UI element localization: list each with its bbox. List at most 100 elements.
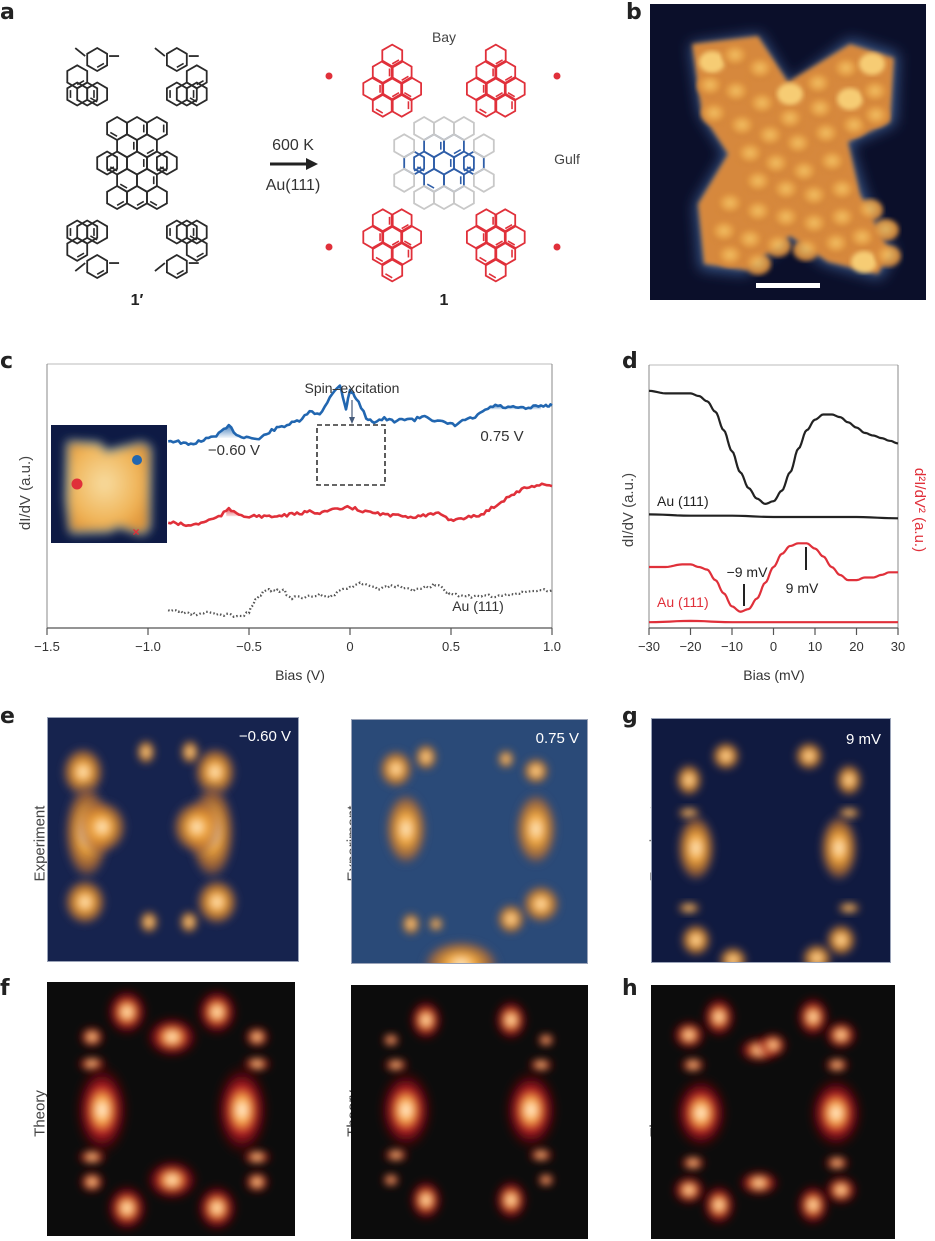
x-tick-label: −1.0	[135, 639, 161, 654]
ring	[185, 236, 208, 262]
map-border	[651, 718, 891, 963]
density-lobe	[428, 916, 444, 932]
density-lobe	[401, 912, 421, 936]
series-line-d2i-dv2	[649, 542, 898, 613]
panel-label-g: g	[622, 704, 638, 729]
molecule-lobe	[745, 201, 771, 223]
molecule-lobe	[763, 153, 789, 175]
x-tick-label: −10	[721, 639, 743, 654]
molecule-lobe	[777, 83, 803, 105]
ring	[393, 133, 416, 159]
reaction-arrow-head	[306, 158, 318, 170]
panel-label-h: h	[622, 976, 638, 1001]
molecule-lobe	[729, 115, 755, 137]
ring	[400, 76, 423, 102]
density-lobe	[680, 923, 712, 957]
ring	[86, 46, 108, 73]
density-lobe	[243, 1025, 271, 1049]
au-label-red: Au (111)	[657, 594, 709, 610]
row-label-theory-f: Theory	[31, 1090, 49, 1137]
product-molecule	[362, 43, 526, 283]
theory-map-f2	[351, 985, 588, 1239]
molecule-lobe	[773, 179, 799, 201]
ring	[146, 115, 168, 142]
molecule-lobe	[829, 207, 855, 229]
red-site-marker	[71, 478, 83, 490]
density-lobe	[671, 1174, 707, 1206]
molecule-lobe	[823, 233, 849, 255]
ring	[381, 224, 404, 250]
ring	[66, 64, 89, 90]
density-lobe	[493, 1178, 529, 1222]
ring	[390, 92, 413, 118]
density-lobe	[823, 1174, 859, 1206]
ring	[433, 115, 455, 142]
x-axis-label-c: Bias (V)	[275, 667, 325, 683]
au-site-marker: ×	[132, 525, 139, 539]
density-lobe	[421, 939, 501, 964]
series-line-au-111-	[167, 581, 553, 618]
ring	[381, 257, 404, 283]
ring	[66, 219, 89, 245]
ring	[106, 115, 128, 142]
molecule-lobe	[819, 151, 845, 173]
density-lobe	[414, 743, 438, 771]
row-label-experiment-e: Experiment	[31, 805, 49, 882]
density-lobe	[522, 757, 550, 785]
density-lobe	[795, 1183, 831, 1227]
density-lobe	[136, 739, 156, 765]
density-lobe	[179, 910, 199, 934]
molecule-lobe	[863, 105, 889, 127]
dIdV-map-9mV: 9 mV	[651, 718, 891, 963]
ring	[453, 115, 475, 142]
panel-label-f: f	[0, 976, 10, 1001]
ring	[66, 236, 89, 262]
molecule-lobe	[737, 229, 763, 251]
ring	[472, 167, 495, 193]
ring	[371, 241, 394, 267]
ring	[475, 92, 498, 118]
ring	[494, 208, 517, 234]
panel-label-b: b	[626, 0, 642, 25]
density-lobe	[139, 910, 159, 934]
density-lobe	[214, 1062, 270, 1158]
density-lobe	[671, 1019, 707, 1051]
panel-label-d: d	[622, 349, 638, 374]
series-line-red-site	[167, 482, 553, 528]
density-lobe	[521, 884, 561, 924]
density-lobe	[493, 998, 529, 1042]
radical-dot	[325, 243, 333, 251]
x-tick-label: 30	[891, 639, 905, 654]
molecule-lobe	[837, 88, 863, 110]
ring	[475, 241, 498, 267]
molecule-lobe	[777, 108, 803, 130]
density-lobe	[503, 1068, 559, 1152]
density-lobe	[527, 1147, 555, 1163]
density-lobe	[241, 1148, 273, 1166]
molecule-lobe	[699, 51, 725, 73]
molecule-lobe	[829, 179, 855, 201]
density-lobe	[677, 902, 701, 914]
panel-d-chart: −30 −20 −10 0 10 20 30 −9 mV 9 mV Au (111) Au …	[620, 364, 928, 683]
density-lobe	[795, 995, 831, 1039]
panel-label-a: a	[0, 0, 15, 25]
molecule-lobe	[717, 193, 743, 215]
density-lobe	[823, 1056, 851, 1074]
precursor-label: 1′	[131, 292, 144, 309]
radical-dot	[325, 72, 333, 80]
bias-label-e1: −0.60 V	[239, 728, 291, 745]
molecule-lobe	[711, 221, 737, 243]
ring	[413, 115, 435, 142]
molecule-lobe	[765, 235, 791, 257]
ring	[484, 257, 507, 283]
molecule-lobe	[851, 251, 877, 273]
radical-dot	[553, 72, 561, 80]
theory-map-f1	[47, 982, 295, 1236]
density-lobe	[701, 995, 737, 1039]
density-lobe	[823, 1019, 859, 1051]
x-tick-label: 1.0	[543, 639, 561, 654]
density-lobe	[408, 1178, 444, 1222]
density-lobe	[171, 799, 223, 855]
density-lobe	[76, 799, 128, 855]
molecule-lobe	[801, 213, 827, 235]
